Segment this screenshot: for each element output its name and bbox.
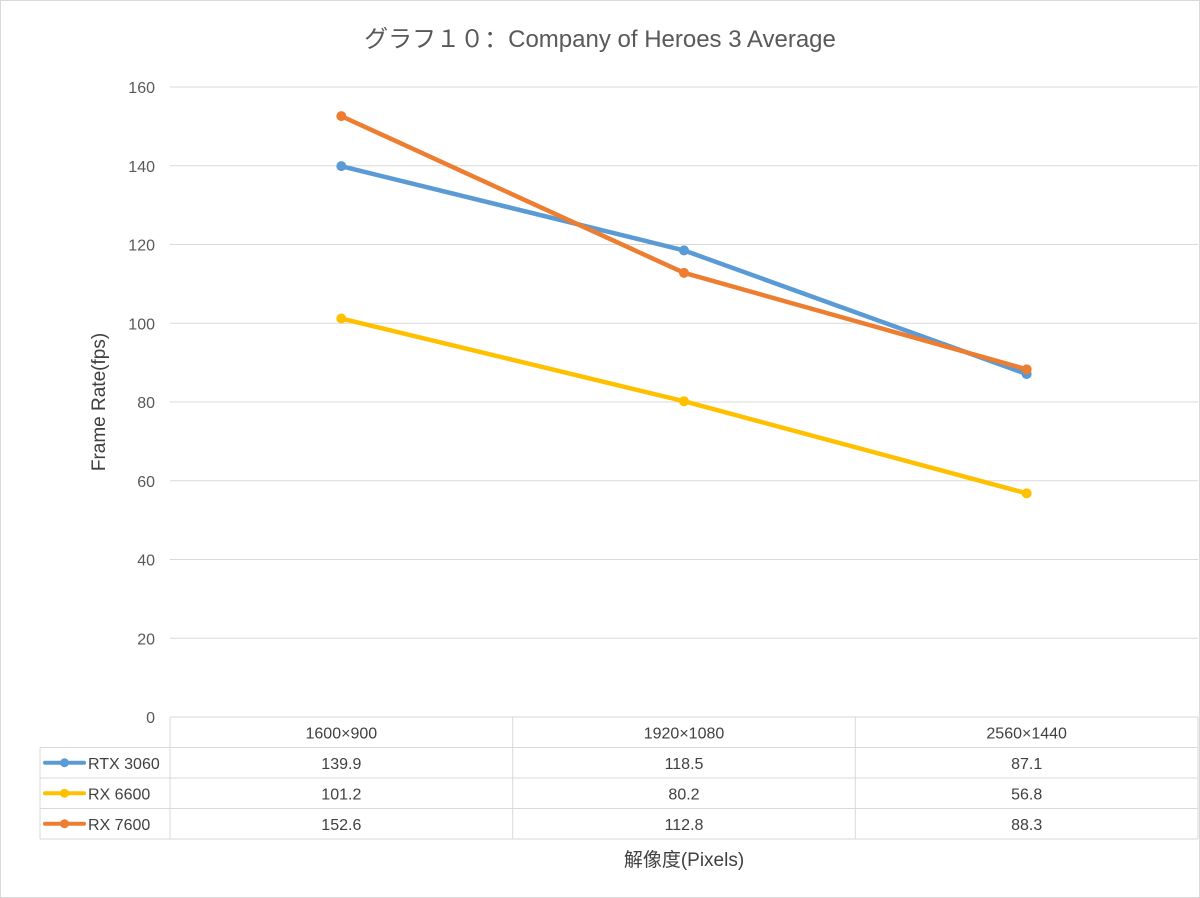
legend-key-marker [60,758,69,768]
data-cell-value: 56.8 [1011,786,1042,803]
legend-key-marker [60,819,69,829]
y-tick-label: 140 [128,159,155,176]
chart-title: グラフ１０：Company of Heroes 3 Average [364,26,836,53]
y-tick-label: 20 [137,631,155,648]
data-cell-value: 139.9 [321,756,361,773]
data-point [336,111,347,122]
legend-series-name: RX 6600 [88,786,150,803]
data-point [679,396,689,407]
data-table: 1600×900 1920×1080 2560×1440 RTX 3060 139.9 1… [39,716,1199,840]
legend-series-name: RTX 3060 [88,756,160,773]
y-axis-ticks: 0 20 40 60 80 100 120 140 160 [128,80,155,727]
series-lines [336,111,1032,499]
x-category-label: 2560×1440 [986,725,1067,742]
data-cell-value: 101.2 [321,786,361,803]
y-axis-title: Frame Rate(fps) [89,333,110,471]
data-point [1021,364,1032,375]
x-category-label: 1600×900 [306,725,378,742]
legend-key-marker [60,788,69,798]
y-tick-label: 160 [128,80,155,97]
y-tick-label: 120 [128,238,155,255]
y-tick-label: 0 [146,710,155,727]
data-point [336,161,347,172]
data-point [336,313,347,324]
data-point [679,267,689,278]
data-cell-value: 118.5 [665,756,704,773]
data-cell-value: 112.8 [665,817,704,834]
x-axis-title: 解像度(Pixels) [624,849,744,871]
y-tick-label: 100 [128,316,155,333]
data-cell-value: 88.3 [1011,817,1042,834]
y-tick-label: 80 [137,395,155,412]
data-point [1021,488,1032,499]
data-point [679,245,689,256]
data-cell-value: 80.2 [668,786,699,803]
y-tick-label: 60 [137,474,155,491]
x-category-label: 1920×1080 [644,725,725,742]
y-tick-label: 40 [137,553,155,570]
data-cell-value: 152.6 [321,817,361,834]
legend-series-name: RX 7600 [88,817,150,834]
data-cell-value: 87.1 [1011,756,1042,773]
